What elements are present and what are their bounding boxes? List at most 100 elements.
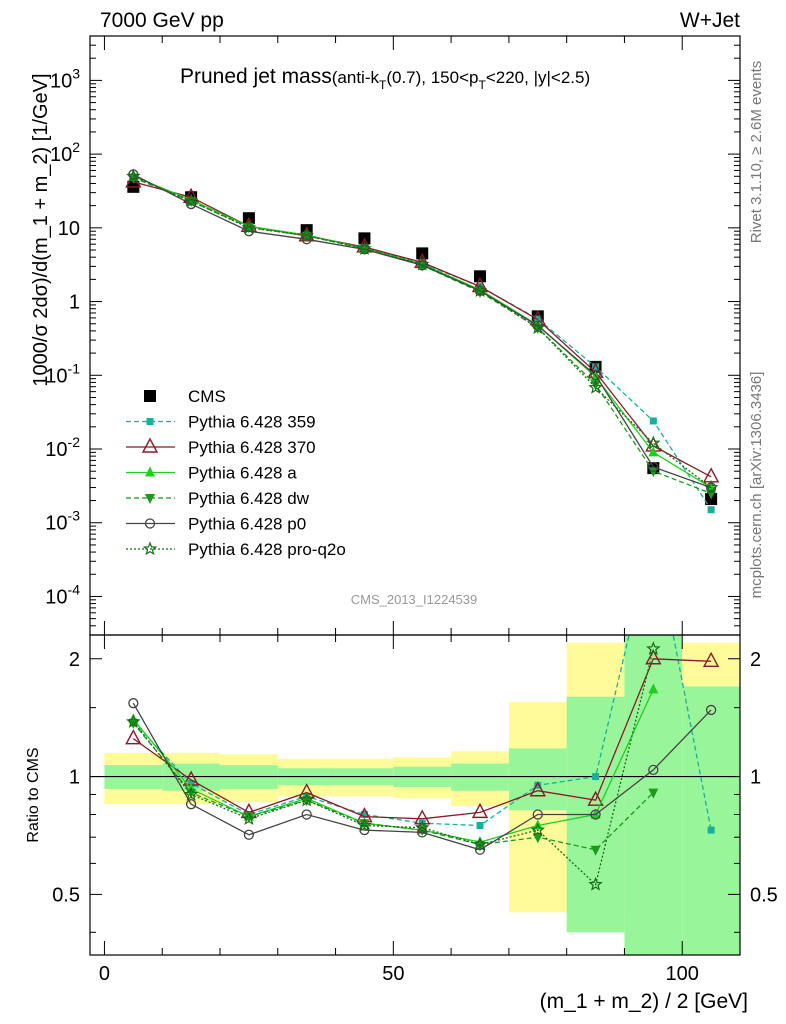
ratio-point-p370-7 [529, 781, 546, 797]
legend-marker-data [144, 390, 156, 402]
legend-marker-pp0 [144, 518, 156, 529]
legend-label-pproq2o: Pythia 6.428 pro-q2o [188, 540, 346, 559]
main-point-pproq2o-7 [530, 320, 546, 335]
x-tick-label: 50 [382, 963, 404, 985]
legend-item-pdw: Pythia 6.428 dw [126, 489, 310, 508]
x-tick-label: 100 [666, 963, 699, 985]
ratio-ytick-label: 0.5 [52, 884, 80, 906]
legend-marker-p370 [141, 437, 159, 453]
main-point-pdw-3 [301, 231, 312, 242]
ratio-point-pp0-7 [532, 809, 543, 820]
ratio-panel-frame [89, 634, 741, 956]
main-point-pp0-8 [590, 370, 601, 381]
ratio-point-p370-5 [414, 809, 431, 825]
ratio-point-pproq2o-1 [183, 786, 199, 801]
ratio-point-pdw-9 [648, 788, 659, 799]
plot-title-cut3: <220, |y|<2.5) [486, 68, 590, 87]
rivet-label: Rivet 3.1.10, ≥ 2.6M events [748, 61, 765, 244]
ratio-point-p370-6 [471, 802, 489, 819]
main-ytick-label: 10-2 [45, 434, 80, 461]
ratio-point-p370-8 [587, 790, 604, 806]
main-point-pproq2o-2 [241, 220, 257, 235]
ratio-point-pproq2o-4 [357, 817, 372, 832]
legend-marker-pproq2o [142, 541, 158, 556]
ratio-point-pproq2o-9 [646, 641, 661, 656]
ratio-point-pp0-0 [128, 698, 139, 709]
ratio-point-p370-9 [645, 649, 662, 665]
main-point-pproq2o-6 [472, 283, 488, 297]
ratio-y-axis-label: Ratio to CMS [25, 747, 42, 842]
site-label: mcplots.cern.ch [arXiv:1306.3436] [748, 372, 765, 599]
process-label: W+Jet [680, 9, 740, 32]
analysis-watermark: CMS_2013_I1224539 [351, 592, 478, 607]
ratio-point-pp0-3 [301, 809, 312, 820]
ratio-point-pp0-2 [243, 829, 255, 840]
main-ytick-label: 1 [69, 292, 80, 314]
ratio-point-pp0-10 [705, 704, 717, 716]
plot-title-main: Pruned jet mass [180, 65, 332, 88]
ratio-point-pproq2o-3 [299, 792, 314, 807]
legend-item-pproq2o: Pythia 6.428 pro-q2o [126, 540, 346, 559]
ratio-band-inner-7 [508, 748, 567, 811]
ratio-ytick-label: 1 [69, 767, 80, 789]
main-ytick-label: 10-1 [45, 360, 80, 387]
ratio-point-pa-8 [590, 808, 601, 819]
ratio-point-p370-10 [702, 651, 720, 668]
legend-label-p370: Pythia 6.428 370 [188, 438, 316, 457]
ratio-series-group [125, 529, 720, 891]
ratio-ytick-label: 2 [69, 649, 80, 671]
ratio-point-p359-9 [650, 529, 657, 536]
legend-item-p359: Pythia 6.428 359 [126, 413, 316, 432]
legend-marker-p359 [146, 418, 154, 425]
main-point-pp0-5 [417, 260, 428, 271]
main-point-pp0-9 [648, 461, 659, 473]
ratio-point-pdw-8 [590, 845, 601, 856]
main-series-group [125, 168, 720, 514]
ratio-ytick-label-right: 1 [750, 767, 761, 789]
ratio-point-pa-9 [648, 683, 659, 694]
main-point-pproq2o-8 [588, 379, 603, 394]
ratio-point-pdw-2 [243, 812, 254, 823]
legend-marker-pa [145, 466, 155, 477]
main-series-pproq2o [126, 168, 719, 494]
legend-item-pa: Pythia 6.428 a [126, 464, 297, 483]
ratio-point-pp0-9 [648, 764, 659, 776]
main-ytick-label: 102 [50, 139, 80, 166]
main-point-pproq2o-3 [299, 227, 314, 242]
ratio-point-pp0-4 [359, 824, 370, 836]
main-y-axis-label: 1000/σ 2dσ)/d(m_1 + m_2) [1/GeV] [30, 73, 52, 386]
legend-label-p359: Pythia 6.428 359 [188, 413, 316, 432]
main-point-p370-10 [702, 467, 720, 483]
main-point-p359-9 [649, 417, 657, 425]
ratio-point-pproq2o-2 [241, 811, 257, 825]
main-ytick-label: 10 [58, 218, 80, 240]
legend-item-pp0: Pythia 6.428 p0 [126, 515, 306, 534]
ratio-line-pproq2o [132, 648, 654, 886]
ratio-point-pproq2o-0 [126, 714, 141, 729]
main-point-pproq2o-10 [703, 479, 719, 494]
energy-label: 7000 GeV pp [100, 9, 224, 32]
main-point-data-6 [474, 270, 486, 283]
main-ytick-label: 103 [50, 65, 80, 92]
ratio-ytick-label-right: 0.5 [750, 884, 778, 906]
legend-item-data: CMS [144, 387, 226, 406]
main-point-p359-8 [592, 363, 600, 371]
main-point-p359-10 [707, 506, 715, 514]
ratio-ytick-label-right: 2 [750, 649, 761, 671]
ratio-line-p370 [132, 658, 712, 820]
ratio-point-pp0-6 [474, 844, 486, 855]
main-point-pproq2o-9 [646, 435, 661, 450]
legend-label-pp0: Pythia 6.428 p0 [188, 515, 306, 534]
main-point-pdw-8 [590, 380, 601, 391]
main-line-pproq2o [133, 175, 712, 489]
legend-label-pdw: Pythia 6.428 dw [188, 489, 310, 508]
main-point-pproq2o-4 [357, 241, 372, 255]
plot-title: Pruned jet mass(anti-kT(0.7), 150<pT<220… [180, 65, 590, 92]
main-point-pproq2o-5 [414, 256, 430, 271]
x-axis-label: (m_1 + m_2) / 2 [GeV] [540, 990, 748, 1013]
ratio-line-pp0 [132, 702, 712, 851]
legend-label-data: CMS [188, 387, 226, 406]
main-point-pa-9 [648, 446, 659, 457]
main-series-p359 [129, 174, 715, 514]
